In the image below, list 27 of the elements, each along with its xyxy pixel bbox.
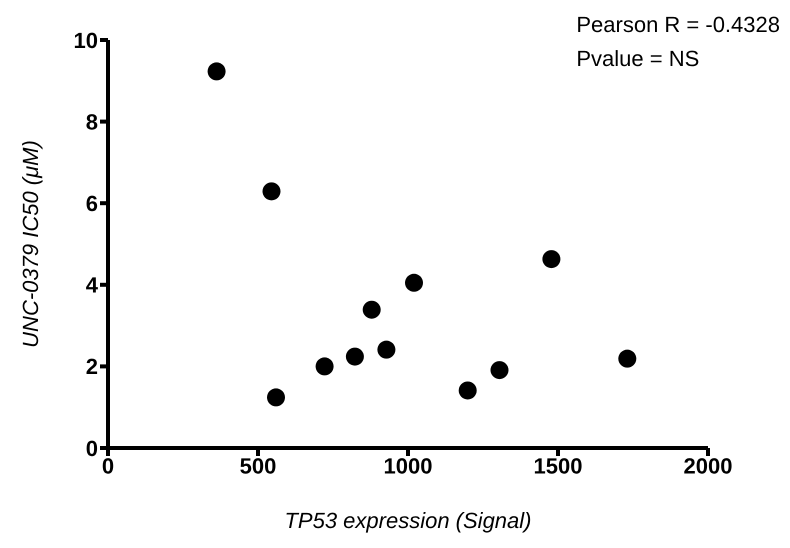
x-tick-label: 1500 bbox=[534, 454, 582, 479]
x-axis-title: TP53 expression (Signal) bbox=[284, 508, 532, 533]
point bbox=[346, 348, 364, 366]
y-tick-label: 10 bbox=[74, 28, 98, 53]
point bbox=[542, 250, 560, 268]
x-tick-label: 2000 bbox=[684, 454, 732, 479]
point bbox=[618, 350, 636, 368]
point bbox=[377, 340, 396, 359]
point bbox=[362, 300, 381, 319]
x-tick-label: 1000 bbox=[384, 454, 432, 479]
point bbox=[405, 274, 423, 292]
y-tick-label: 6 bbox=[86, 191, 98, 216]
x-tick-label: 0 bbox=[102, 454, 114, 479]
y-tick-label: 8 bbox=[86, 109, 98, 134]
point bbox=[458, 381, 477, 400]
point bbox=[490, 361, 508, 380]
y-tick-label: 4 bbox=[86, 272, 99, 298]
x-tick-label: 500 bbox=[240, 454, 276, 479]
y-axis-title: UNC-0379 IC50 (μM) bbox=[18, 140, 43, 348]
y-tick-label: 2 bbox=[86, 354, 98, 380]
annotation: Pvalue = NS bbox=[576, 45, 700, 73]
point bbox=[267, 388, 285, 406]
point bbox=[262, 182, 280, 200]
point bbox=[316, 357, 334, 376]
point bbox=[208, 62, 226, 80]
text: Pearson R = -0.4328 bbox=[576, 11, 780, 39]
y-tick-label: 0 bbox=[86, 436, 98, 461]
